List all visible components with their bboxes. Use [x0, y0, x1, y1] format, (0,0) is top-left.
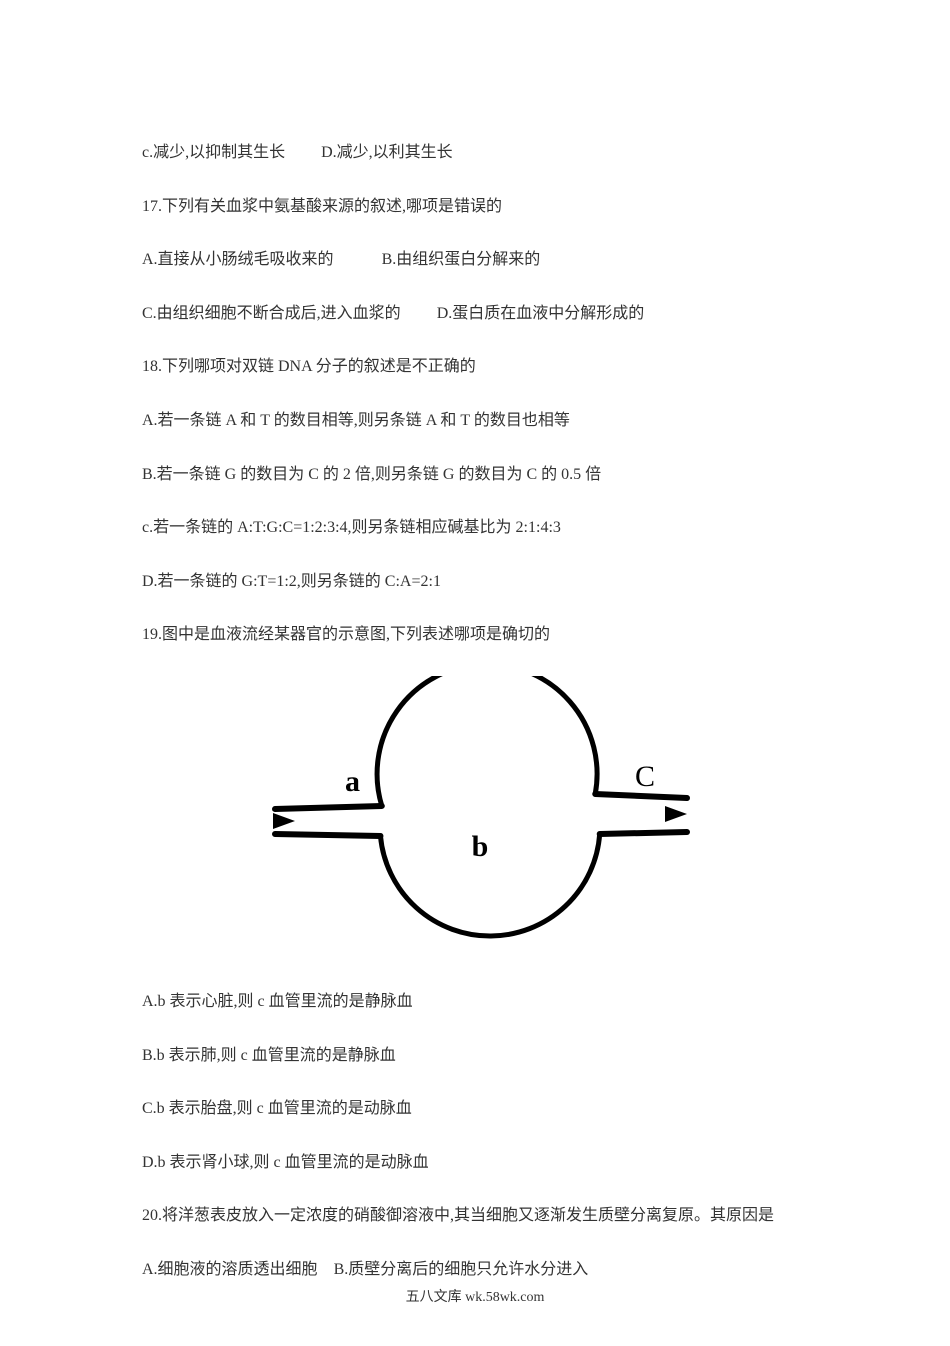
q20-opt-a: A.细胞液的溶质透出细胞	[142, 1261, 318, 1278]
gap	[285, 144, 321, 161]
q19-stem: 19.图中是血液流经某器官的示意图,下列表述哪项是确切的	[110, 622, 840, 648]
q20-opt-b: B.质壁分离后的细胞只允许水分进入	[334, 1261, 589, 1278]
q18-opt-a: A.若一条链 A 和 T 的数目相等,则另条链 A 和 T 的数目也相等	[110, 408, 840, 434]
q19-diagram: a b C	[110, 676, 840, 961]
q19-opt-d: D.b 表示肾小球,则 c 血管里流的是动脉血	[110, 1150, 840, 1176]
q17-stem: 17.下列有关血浆中氨基酸来源的叙述,哪项是错误的	[110, 194, 840, 220]
gap	[401, 305, 437, 322]
q17-options-ab: A.直接从小肠绒毛吸收来的 B.由组织蛋白分解来的	[110, 247, 840, 273]
organ-flow-diagram-svg: a b C	[255, 676, 695, 956]
q17-opt-a: A.直接从小肠绒毛吸收来的	[142, 251, 334, 268]
q17-opt-b: B.由组织蛋白分解来的	[382, 251, 541, 268]
q17-options-cd: C.由组织细胞不断合成后,进入血浆的 D.蛋白质在血液中分解形成的	[110, 301, 840, 327]
q18-stem: 18.下列哪项对双链 DNA 分子的叙述是不正确的	[110, 354, 840, 380]
q16-opt-c: c.减少,以抑制其生长	[142, 144, 285, 161]
q19-opt-a: A.b 表示心脏,则 c 血管里流的是静脉血	[110, 989, 840, 1015]
q17-opt-d: D.蛋白质在血液中分解形成的	[437, 305, 645, 322]
page-footer: 五八文库 wk.58wk.com	[0, 1286, 950, 1306]
q18-opt-b: B.若一条链 G 的数目为 C 的 2 倍,则另条链 G 的数目为 C 的 0.…	[110, 462, 840, 488]
q17-opt-c: C.由组织细胞不断合成后,进入血浆的	[142, 305, 401, 322]
q20-options-ab: A.细胞液的溶质透出细胞 B.质壁分离后的细胞只允许水分进入	[110, 1257, 840, 1283]
q20-stem: 20.将洋葱表皮放入一定浓度的硝酸御溶液中,其当细胞又逐渐发生质壁分离复原。其原…	[110, 1203, 840, 1229]
svg-text:a: a	[345, 765, 360, 798]
q16-opt-d: D.减少,以利其生长	[321, 144, 453, 161]
gap	[334, 251, 382, 268]
q16-options-cd: c.减少,以抑制其生长 D.减少,以利其生长	[110, 140, 840, 166]
gap	[318, 1261, 334, 1278]
q18-opt-c: c.若一条链的 A:T:G:C=1:2:3:4,则另条链相应碱基比为 2:1:4…	[110, 515, 840, 541]
svg-text:C: C	[635, 760, 655, 793]
svg-text:b: b	[472, 830, 489, 863]
q18-opt-d: D.若一条链的 G:T=1:2,则另条链的 C:A=2:1	[110, 569, 840, 595]
q19-opt-c: C.b 表示胎盘,则 c 血管里流的是动脉血	[110, 1096, 840, 1122]
q19-opt-b: B.b 表示肺,则 c 血管里流的是静脉血	[110, 1043, 840, 1069]
